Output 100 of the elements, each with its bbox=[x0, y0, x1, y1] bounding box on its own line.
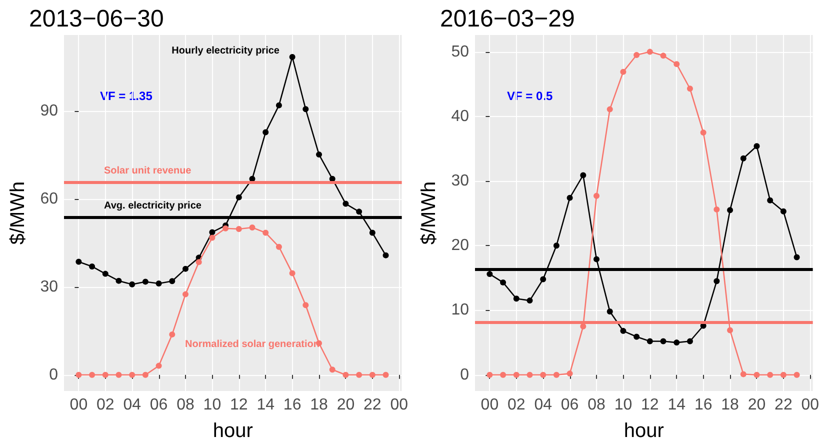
point bbox=[660, 338, 666, 344]
point bbox=[513, 372, 520, 378]
point bbox=[674, 340, 680, 346]
point bbox=[169, 331, 176, 338]
point bbox=[700, 130, 706, 136]
point bbox=[236, 194, 242, 200]
point bbox=[566, 194, 573, 201]
x-tick-label: 10 bbox=[614, 396, 632, 414]
point bbox=[156, 362, 162, 369]
point bbox=[236, 226, 242, 232]
point bbox=[369, 230, 376, 236]
y-tick-label: 20 bbox=[451, 237, 470, 254]
point bbox=[169, 278, 176, 284]
point bbox=[302, 302, 309, 308]
x-tick-label: 10 bbox=[203, 396, 222, 414]
point bbox=[486, 271, 493, 278]
point bbox=[156, 280, 162, 286]
point bbox=[740, 155, 746, 162]
x-tick-label: 16 bbox=[283, 396, 302, 414]
x-tick-label: 02 bbox=[507, 396, 526, 414]
point bbox=[102, 372, 108, 378]
ref-line-label: Avg. electricity price bbox=[104, 200, 202, 212]
y-tick-label: 40 bbox=[451, 108, 470, 125]
x-tick-label: 06 bbox=[560, 396, 579, 414]
point bbox=[594, 256, 600, 262]
x-tick-label: 22 bbox=[774, 396, 792, 414]
x-tick-label: 02 bbox=[96, 396, 114, 414]
y-tick-label: 30 bbox=[451, 172, 470, 190]
point bbox=[289, 270, 296, 276]
point bbox=[620, 328, 626, 334]
point bbox=[289, 54, 296, 60]
point bbox=[76, 372, 82, 378]
point bbox=[382, 252, 389, 258]
x-tick-label: 08 bbox=[176, 396, 194, 414]
y-axis-title: $/MWh bbox=[7, 181, 29, 245]
point bbox=[794, 372, 800, 378]
point bbox=[620, 68, 626, 75]
x-tick-label: 20 bbox=[336, 396, 355, 414]
point bbox=[182, 291, 188, 298]
point bbox=[727, 207, 734, 214]
x-tick-label: 14 bbox=[668, 396, 686, 414]
y-tick-label: 30 bbox=[40, 278, 58, 296]
x-tick-label: 16 bbox=[694, 396, 712, 414]
point bbox=[89, 263, 96, 270]
point bbox=[116, 372, 122, 378]
x-axis-title: hour bbox=[624, 420, 664, 442]
point bbox=[249, 224, 256, 230]
point bbox=[540, 372, 546, 378]
y-axis-title: $/MWh bbox=[418, 181, 440, 245]
point bbox=[780, 208, 786, 214]
point bbox=[89, 372, 96, 378]
point bbox=[780, 372, 786, 378]
point bbox=[580, 172, 586, 178]
x-tick-label: 18 bbox=[721, 396, 740, 414]
point bbox=[142, 372, 148, 378]
point bbox=[342, 200, 349, 207]
ref-line-label: Solar unit revenue bbox=[104, 165, 192, 176]
point bbox=[342, 372, 349, 378]
point bbox=[526, 298, 533, 304]
point bbox=[302, 106, 309, 112]
point bbox=[634, 52, 640, 58]
y-tick-label: 0 bbox=[49, 366, 58, 384]
point bbox=[129, 372, 136, 378]
point bbox=[553, 372, 560, 378]
x-tick-label: 06 bbox=[150, 396, 168, 414]
point bbox=[714, 278, 720, 284]
point bbox=[566, 370, 573, 377]
point bbox=[660, 52, 666, 59]
series-label: Normalized solar generation bbox=[185, 339, 320, 350]
x-tick-label: 18 bbox=[310, 396, 328, 414]
point bbox=[500, 372, 506, 378]
y-tick-label: 60 bbox=[40, 190, 58, 208]
point bbox=[646, 338, 653, 344]
y-tick-label: 50 bbox=[451, 43, 470, 60]
point bbox=[794, 254, 800, 260]
x-tick-label: 12 bbox=[641, 396, 659, 414]
x-tick-label: 00 bbox=[70, 396, 88, 414]
y-tick-label: 0 bbox=[460, 366, 470, 384]
point bbox=[646, 48, 653, 55]
chart-title: 2013−06−30 bbox=[29, 6, 164, 32]
point bbox=[142, 278, 148, 285]
x-tick-label: 04 bbox=[534, 396, 552, 414]
x-tick-label: 22 bbox=[364, 396, 382, 414]
point bbox=[129, 281, 136, 288]
point bbox=[686, 86, 693, 92]
point bbox=[594, 192, 600, 199]
point bbox=[526, 372, 533, 378]
chart-title: 2016−03−29 bbox=[440, 6, 575, 32]
point bbox=[276, 244, 282, 250]
x-tick-label: 14 bbox=[256, 396, 275, 414]
point bbox=[276, 102, 282, 108]
x-tick-label: 00 bbox=[390, 396, 408, 414]
y-tick-label: 10 bbox=[451, 302, 470, 319]
point bbox=[767, 372, 774, 378]
point bbox=[382, 372, 389, 378]
point bbox=[714, 206, 720, 212]
x-tick-label: 20 bbox=[748, 396, 766, 414]
point bbox=[686, 338, 693, 344]
point bbox=[76, 258, 82, 265]
point bbox=[606, 106, 613, 112]
